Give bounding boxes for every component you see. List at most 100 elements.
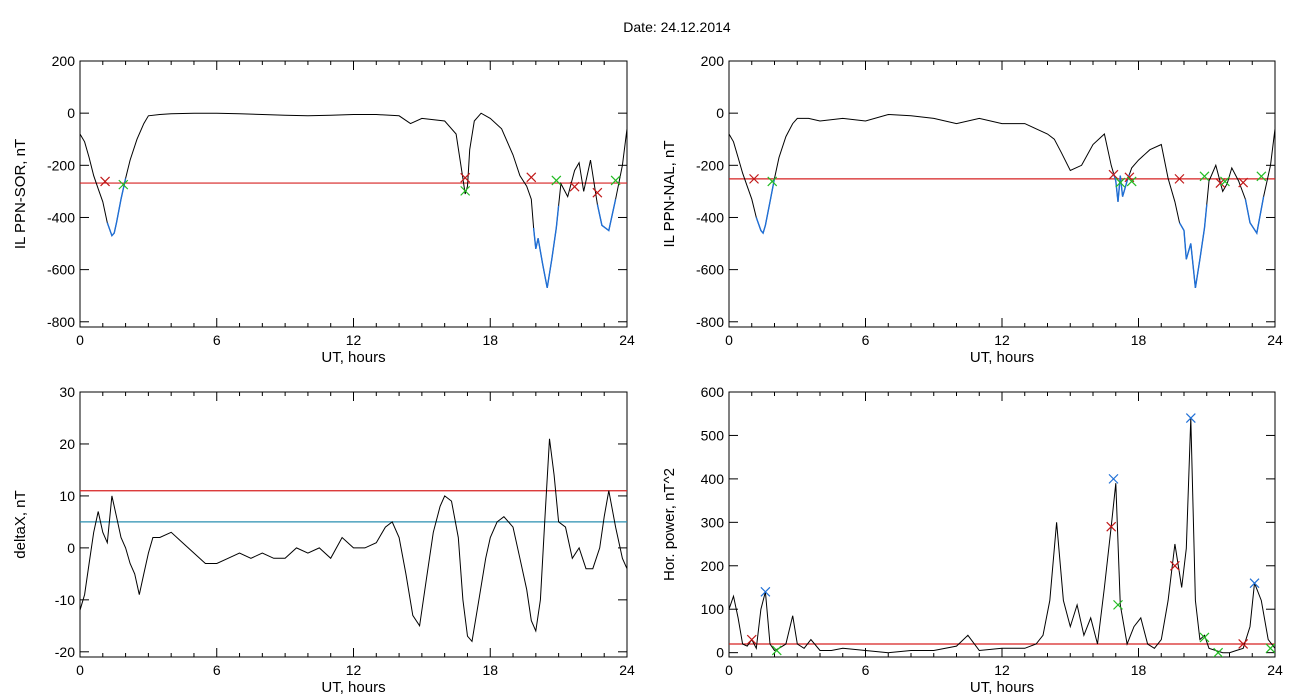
x-tick-label: 0 [725, 332, 733, 348]
plot-deltax: 0 6 12 18 24 -20 -10 0 10 20 30 UT, hours deltaX, nT [12, 384, 635, 696]
series-line [80, 438, 627, 643]
x-axis-label: UT, hours [970, 679, 1034, 696]
y-tick-label: 30 [59, 384, 75, 400]
y-tick-label: 500 [701, 427, 725, 443]
end-marker [1113, 599, 1123, 610]
highlight-segment [596, 199, 617, 232]
x-axis-label: UT, hours [321, 679, 385, 696]
y-tick-label: 200 [52, 53, 76, 69]
y-tick-label: -200 [696, 157, 724, 173]
end-marker [771, 645, 782, 656]
x-tick-label: 6 [213, 662, 221, 678]
x-tick-label: 18 [1131, 332, 1147, 348]
x-tick-label: 12 [994, 662, 1010, 678]
end-marker [118, 179, 129, 190]
y-tick-label: 600 [701, 384, 725, 400]
onset-marker [100, 176, 110, 187]
y-tick-label: 0 [716, 645, 724, 661]
end-marker [610, 175, 621, 186]
y-tick-label: -600 [696, 262, 724, 278]
peak-marker [1249, 578, 1260, 589]
y-tick-label: -400 [47, 209, 75, 225]
y-tick-label: -10 [55, 592, 75, 608]
end-marker [551, 175, 562, 186]
x-tick-label: 0 [76, 662, 84, 678]
y-tick-label: -800 [696, 314, 724, 330]
onset-marker [1174, 173, 1185, 184]
onset-marker [746, 634, 757, 645]
x-tick-label: 24 [619, 332, 635, 348]
end-marker [1256, 171, 1267, 182]
end-marker [767, 176, 778, 187]
highlight-segment [1244, 196, 1265, 235]
x-tick-label: 0 [76, 332, 84, 348]
onset-marker [1108, 169, 1119, 180]
y-tick-label: 400 [701, 471, 725, 487]
y-tick-label: 0 [716, 105, 724, 121]
y-tick-label: 20 [59, 436, 75, 452]
onset-marker [1169, 560, 1180, 571]
plot-frame [79, 60, 628, 328]
onset-marker [1238, 639, 1249, 649]
y-tick-label: -600 [47, 262, 75, 278]
page-title: Date: 24.12.2014 [623, 19, 731, 35]
x-tick-label: 6 [862, 332, 870, 348]
onset-marker [460, 172, 471, 183]
highlight-segment [532, 205, 560, 289]
x-tick-label: 12 [346, 332, 362, 348]
y-axis-label: IL PPN-SOR, nT [12, 139, 29, 249]
onset-marker [569, 181, 580, 192]
y-tick-label: 300 [701, 514, 725, 530]
x-axis-label: UT, hours [321, 349, 385, 366]
y-tick-label: 0 [67, 105, 75, 121]
onset-marker [526, 172, 537, 183]
peak-marker [1108, 473, 1119, 484]
x-axis-label: UT, hours [970, 349, 1034, 366]
x-tick-label: 6 [213, 332, 221, 348]
onset-marker [749, 173, 759, 184]
plot-area [729, 113, 1275, 289]
onset-marker [1106, 521, 1117, 532]
series-line [80, 112, 627, 288]
x-tick-label: 6 [862, 662, 870, 678]
highlight-segment [1178, 204, 1208, 289]
highlight-segment [755, 178, 776, 235]
highlight-segment [106, 178, 127, 238]
plot-area [80, 112, 627, 289]
plot-frame [728, 60, 1276, 328]
end-marker [1265, 643, 1275, 654]
y-axis-label: IL PPN-NAL, nT [661, 141, 678, 248]
plot-sor: 0 6 12 18 24 -800 -600 -400 -200 0 200 UT, hours IL … [12, 53, 635, 366]
x-tick-label: 12 [994, 332, 1010, 348]
y-axis-label: Hor. power, nT^2 [661, 468, 678, 581]
y-tick-label: 200 [701, 558, 725, 574]
y-axis-label: deltaX, nT [12, 490, 29, 558]
x-tick-label: 24 [1267, 662, 1283, 678]
highlight-segment [1112, 172, 1131, 202]
peak-marker [1185, 413, 1196, 423]
onset-marker [592, 187, 603, 198]
y-tick-label: 100 [701, 601, 725, 617]
x-tick-label: 18 [482, 662, 498, 678]
y-tick-label: 200 [701, 53, 725, 69]
y-tick-label: -200 [47, 157, 75, 173]
x-tick-label: 24 [619, 662, 635, 678]
x-tick-label: 12 [346, 662, 362, 678]
end-marker [1126, 176, 1137, 187]
x-tick-label: 24 [1267, 332, 1283, 348]
end-marker [460, 185, 471, 196]
onset-marker [1238, 177, 1249, 188]
x-tick-label: 18 [482, 332, 498, 348]
peak-marker [760, 586, 771, 597]
y-tick-label: -20 [55, 644, 75, 660]
x-tick-label: 0 [725, 662, 733, 678]
end-marker [1199, 632, 1210, 643]
y-tick-label: 0 [67, 540, 75, 556]
plot-area [729, 413, 1275, 657]
plot-area [80, 438, 627, 643]
plot-power: 0 6 12 18 24 0 100 200 300 400 500 600 UT, hours Hor.… [661, 384, 1283, 696]
end-marker [1220, 176, 1230, 187]
end-marker [1213, 647, 1224, 657]
x-tick-label: 18 [1131, 662, 1147, 678]
